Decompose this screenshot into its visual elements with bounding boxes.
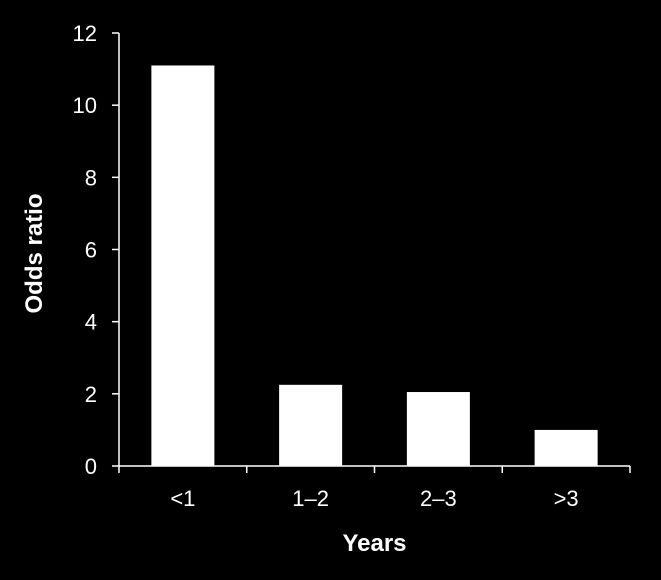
- x-ticks-group: <1 1–2 2–3 >3: [118, 466, 631, 511]
- y-tick-label: 0: [85, 454, 97, 479]
- x-tick-label: 2–3: [420, 486, 457, 511]
- y-tick-label: 6: [85, 238, 97, 263]
- x-axis-title: Years: [342, 530, 406, 557]
- y-tick-label: 8: [85, 165, 97, 190]
- bars-group: [151, 65, 598, 466]
- y-ticks-group: 0 2 4 6 8 10 12: [73, 21, 119, 479]
- x-tick-label: 1–2: [292, 486, 329, 511]
- bar-2: [279, 384, 343, 466]
- y-tick-label: 12: [73, 21, 97, 46]
- y-tick-label: 10: [73, 93, 97, 118]
- bar-4: [534, 429, 598, 466]
- x-tick-label: <1: [170, 486, 195, 511]
- y-tick-label: 4: [85, 310, 97, 335]
- bar-3: [406, 392, 470, 466]
- bar-1: [151, 65, 215, 466]
- y-tick-label: 2: [85, 382, 97, 407]
- y-axis-title: Odds ratio: [21, 193, 48, 313]
- x-tick-label: >3: [554, 486, 579, 511]
